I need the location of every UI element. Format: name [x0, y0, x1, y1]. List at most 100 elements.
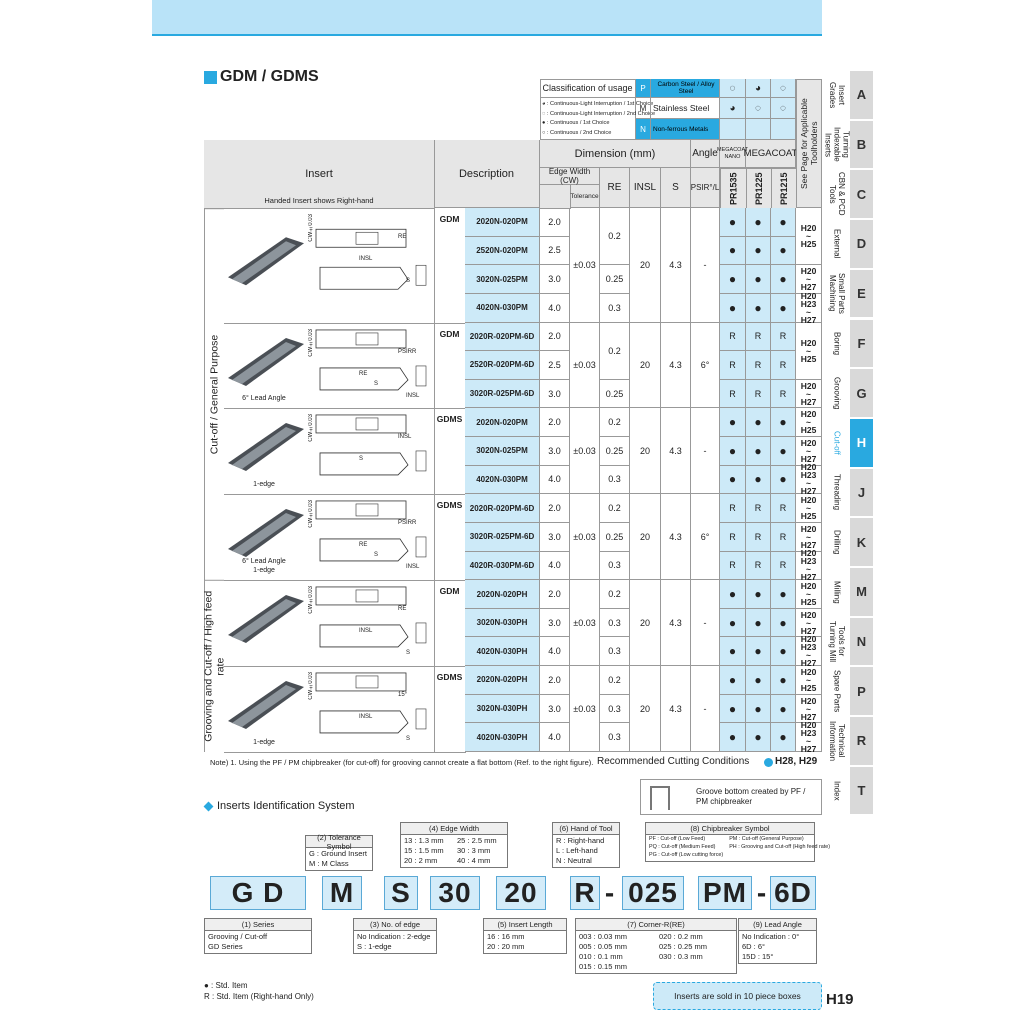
usage-mark: ◕ — [720, 98, 746, 119]
series: GDMS — [436, 414, 463, 425]
psir: - — [691, 666, 720, 752]
grade-mark: R — [771, 351, 796, 380]
toolholder-page: H20 ~ H27 — [796, 522, 822, 552]
grade-mark: ● — [720, 608, 746, 638]
insl: 20 — [630, 408, 661, 495]
re: 0.3 — [600, 723, 630, 752]
grade-mark: ● — [720, 408, 746, 438]
code-letter: M — [322, 876, 362, 910]
code-letter: 6D — [770, 876, 816, 910]
code-letter: 025 — [622, 876, 684, 910]
insert-caption: 6° Lead Angle — [242, 558, 286, 566]
toolholder-page: H20 ~ H25 — [796, 408, 822, 438]
insert-cell — [224, 408, 435, 496]
usage-mark: ◕ — [746, 79, 771, 98]
id-item: 015 : 0.15 mm — [579, 962, 627, 971]
usage-mark: ◌ — [771, 98, 796, 119]
grade-mark: R — [720, 494, 746, 523]
psir: 6° — [691, 494, 720, 581]
material-name: Carbon Steel / Alloy Steel — [651, 79, 720, 98]
tab-letter: B — [850, 120, 873, 169]
grade-mark: ● — [746, 437, 771, 466]
material-code: P — [636, 79, 651, 98]
code-letter: R — [570, 876, 600, 910]
id-box-title: (6) Hand of Tool — [552, 822, 620, 835]
grade-mark: R — [720, 379, 746, 409]
id-box-title: (1) Series — [204, 918, 312, 931]
usage-mark: ◌ — [720, 79, 746, 98]
diagram-label: S — [374, 380, 379, 387]
grade-mark: ● — [771, 608, 796, 638]
toolholder-page: H20 ~ H25 — [796, 208, 822, 266]
psir: - — [691, 408, 720, 495]
grade-mark: ● — [746, 408, 771, 438]
code-letter: G D — [210, 876, 306, 910]
toolholder-page: H20 ~ H27 — [796, 437, 822, 466]
material-code: M — [636, 98, 651, 119]
tab-label: Technical Information — [828, 720, 846, 761]
tolerance: ±0.03 — [570, 580, 600, 667]
header-tolerance: Tolerance — [570, 185, 600, 208]
id-box: G : Ground Insert M : M Class — [305, 848, 373, 871]
grade-mark: ● — [771, 408, 796, 438]
insert-illustration — [228, 228, 427, 290]
usage-mark: ◌ — [746, 98, 771, 119]
grade-mark: ● — [771, 694, 796, 724]
tab-label: Insert Grades — [828, 81, 846, 108]
code: 2520N-020PM — [465, 236, 540, 266]
re: 0.25 — [600, 265, 630, 294]
id-box: No Indication : 2-edge S : 1-edge — [353, 931, 437, 954]
id-item: 13 : 1.3 mm — [404, 836, 444, 845]
insert-illustration — [228, 672, 427, 734]
toolholder-page: H20 H23 ~ H27 — [796, 292, 822, 324]
legend-item: ◕ : Continuous-Light Interruption / 1st … — [542, 101, 654, 107]
grade-mark: R — [746, 551, 771, 581]
insert-caption: 6° Lead Angle — [242, 395, 286, 403]
id-item: 030 : 0.3 mm — [659, 952, 703, 961]
code: 4020R-030PM-6D — [465, 551, 540, 581]
edge-width: 2.0 — [540, 408, 570, 438]
toolholder-page: H20 H23 ~ H27 — [796, 721, 822, 753]
re: 0.2 — [600, 208, 630, 266]
recommended-pages: H28, H29 — [775, 756, 818, 767]
grade-mark: ● — [771, 666, 796, 695]
toolholder-page: H20 ~ H27 — [796, 694, 822, 724]
tab-label: External — [832, 229, 842, 259]
id-box: R : Right-hand L : Left-hand N : Neutral — [552, 835, 620, 868]
grade-mark: R — [746, 322, 771, 352]
header-re: RE — [600, 168, 630, 208]
series: GDM — [439, 586, 460, 597]
grade-mark: R — [771, 522, 796, 552]
header-psir: PSIR°/L — [691, 168, 720, 208]
code: 2020N-020PM — [465, 408, 540, 438]
grade-mark: R — [720, 322, 746, 352]
diagram-label: INSL — [359, 714, 373, 721]
grade-mark: ● — [746, 580, 771, 609]
diagram-label: INSL — [359, 256, 373, 262]
grade-mark: ● — [720, 694, 746, 724]
id-box-title: (9) Lead Angle — [738, 918, 817, 931]
tab-letter: H — [850, 418, 873, 467]
id-item: 15D : 15° — [742, 952, 774, 961]
edge-width: 4.0 — [540, 293, 570, 323]
diagram-label: CW±0.03 — [308, 414, 314, 443]
id-item: L : Left-hand — [556, 846, 598, 855]
material-name: Stainless Steel — [651, 98, 720, 119]
insert-cell — [224, 580, 435, 668]
groove-box — [640, 779, 822, 815]
grade-mark: ● — [720, 293, 746, 323]
grade-mark: ● — [771, 236, 796, 266]
tab-letter: C — [850, 170, 873, 219]
id-box-title: (4) Edge Width — [400, 822, 508, 835]
edge-width: 2.0 — [540, 580, 570, 609]
tolerance: ±0.03 — [570, 494, 600, 581]
id-box: 13 : 1.3 mm 15 : 1.5 mm 20 : 2 mm 25 : 2.5 … — [400, 835, 508, 868]
grade-mark: ● — [771, 637, 796, 667]
grade-mark: ● — [746, 694, 771, 724]
tab-label: Turning Indexable Inserts — [823, 127, 851, 162]
series: GDMS — [436, 672, 463, 683]
grade-mark: ● — [746, 465, 771, 495]
re: 0.3 — [600, 465, 630, 495]
insert-header — [204, 140, 435, 209]
id-item: 20 : 2 mm — [404, 856, 438, 865]
